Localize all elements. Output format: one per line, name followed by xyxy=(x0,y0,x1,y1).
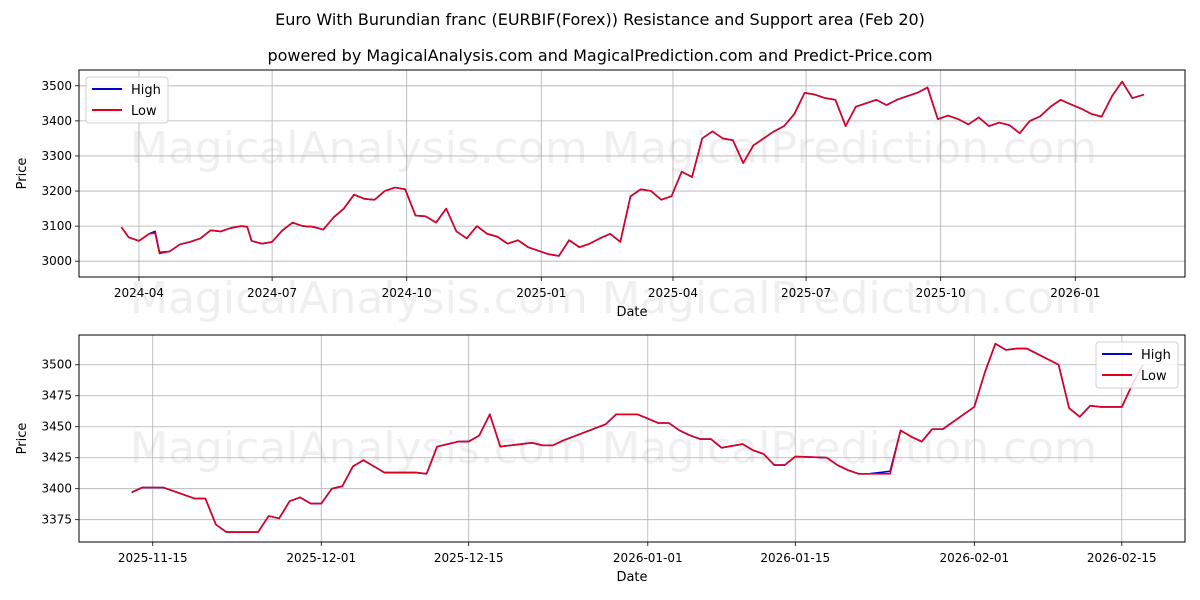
legend-label-high: High xyxy=(1141,348,1171,363)
x-tick-label: 2024-10 xyxy=(382,286,432,300)
y-axis-label: Price xyxy=(15,423,30,455)
chart-panel-2: MagicalAnalysis.com MagicalPrediction.com… xyxy=(15,334,1186,585)
x-tick-label: 2026-02-15 xyxy=(1087,551,1157,565)
x-tick-label: 2026-01 xyxy=(1050,286,1100,300)
x-axis-label: Date xyxy=(616,570,647,585)
y-tick-label: 3000 xyxy=(41,254,72,268)
y-tick-label: 3425 xyxy=(41,451,72,465)
x-axis-label: Date xyxy=(616,305,647,320)
x-tick-label: 2026-01-15 xyxy=(760,551,830,565)
series-line-low xyxy=(120,80,1145,257)
chart-title: Euro With Burundian franc (EURBIF(Forex)… xyxy=(275,10,925,29)
legend: High Low xyxy=(85,76,169,124)
legend-label-low: Low xyxy=(1141,369,1167,384)
svg-text:MagicalPrediction.com: MagicalPrediction.com xyxy=(602,273,1097,324)
x-tick-label: 2025-12-01 xyxy=(286,551,356,565)
y-tick-label: 3400 xyxy=(41,114,72,128)
x-tick-label: 2024-07 xyxy=(247,286,297,300)
watermark: MagicalAnalysis.com MagicalPrediction.com… xyxy=(130,123,1097,324)
svg-text:MagicalAnalysis.com: MagicalAnalysis.com xyxy=(130,273,588,324)
y-tick-label: 3200 xyxy=(41,184,72,198)
y-tick-label: 3100 xyxy=(41,219,72,233)
y-tick-label: 3300 xyxy=(41,149,72,163)
x-tick-label: 2024-04 xyxy=(114,286,164,300)
series-line-low xyxy=(131,342,1144,533)
y-tick-label: 3500 xyxy=(41,79,72,93)
svg-text:MagicalPrediction.com: MagicalPrediction.com xyxy=(602,423,1097,474)
x-tick-label: 2025-07 xyxy=(781,286,831,300)
axes-frame xyxy=(78,69,1186,278)
y-tick-label: 3500 xyxy=(41,358,72,372)
x-tick-label: 2025-11-15 xyxy=(118,551,188,565)
svg-text:MagicalAnalysis.com: MagicalAnalysis.com xyxy=(130,123,588,174)
svg-text:MagicalPrediction.com: MagicalPrediction.com xyxy=(602,123,1097,174)
x-tick-label: 2025-04 xyxy=(648,286,698,300)
x-tick-label: 2026-01-01 xyxy=(613,551,683,565)
chart-subtitle: powered by MagicalAnalysis.com and Magic… xyxy=(267,46,933,65)
legend-label-low: Low xyxy=(131,104,157,119)
y-tick-label: 3475 xyxy=(41,389,72,403)
grid: 3375 3400 3425 3450 3475 3500 2025-11-15 2025-1… xyxy=(41,335,1185,565)
grid: 3000 3100 3200 3300 3400 3500 2024-04 2024-07 20… xyxy=(41,70,1185,300)
axes-frame xyxy=(78,334,1186,543)
chart-panel-1: MagicalAnalysis.com MagicalPrediction.com… xyxy=(15,69,1186,324)
legend: High Low xyxy=(1095,341,1179,389)
svg-text:MagicalAnalysis.com: MagicalAnalysis.com xyxy=(130,423,588,474)
y-axis-label: Price xyxy=(15,158,30,190)
watermark: MagicalAnalysis.com MagicalPrediction.com xyxy=(130,423,1097,474)
y-tick-label: 3375 xyxy=(41,513,72,527)
y-tick-label: 3400 xyxy=(41,482,72,496)
y-tick-label: 3450 xyxy=(41,420,72,434)
legend-label-high: High xyxy=(131,83,161,98)
x-tick-label: 2026-02-01 xyxy=(939,551,1009,565)
x-tick-label: 2025-01 xyxy=(516,286,566,300)
x-tick-label: 2025-12-15 xyxy=(434,551,504,565)
x-tick-label: 2025-10 xyxy=(916,286,966,300)
